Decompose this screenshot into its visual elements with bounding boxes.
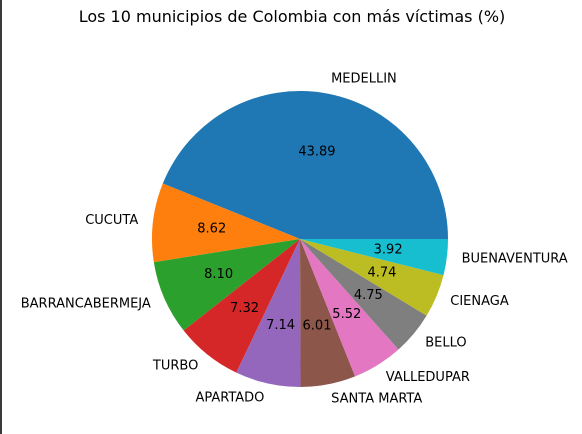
percent-label-medellin: 43.89 <box>298 144 335 159</box>
percent-label-buenaventura: 3.92 <box>374 242 403 257</box>
pie-slice-medellin <box>162 90 448 239</box>
pie-slice-valledupar <box>300 239 399 377</box>
pie-slices <box>152 90 448 387</box>
pie-percent-labels: 43.89 8.62 8.10 7.32 7.14 6.015.52 4.75 4.74 3.9… <box>197 144 402 333</box>
pie-slice-bello <box>300 239 427 350</box>
slice-label-medellin: MEDELLIN <box>331 72 397 87</box>
pie-slice-turbo <box>183 239 300 373</box>
slice-label-barrancabermeja: BARRANCABERMEJA <box>21 297 151 312</box>
pie-slice-barrancabermeja <box>153 239 300 331</box>
pie-slice-cucuta <box>152 183 300 263</box>
percent-label-cienaga: 4.74 <box>367 266 396 281</box>
percent-label-valledupar: 5.52 <box>332 307 361 322</box>
percent-label-apartado: 7.14 <box>266 318 295 333</box>
pie-labels: MEDELLIN CUCUTA BARRANCABERMEJA TURBO APARTA… <box>21 72 568 407</box>
percent-label-turbo: 7.32 <box>230 301 259 316</box>
pie-slice-cienaga <box>300 239 444 316</box>
slice-label-buenaventura: BUENAVENTURA <box>462 251 568 266</box>
slice-label-apartado: APARTADO <box>195 390 264 405</box>
slice-label-santa-marta: SANTA MARTA <box>331 391 422 406</box>
percent-label-santa-marta: 6.01 <box>303 319 332 334</box>
chart-title: Los 10 municipios de Colombia con más ví… <box>79 7 506 26</box>
percent-label-bello: 4.75 <box>354 288 383 303</box>
slice-label-cienaga: CIENAGA <box>450 294 509 309</box>
pie-slice-apartado <box>236 239 301 387</box>
slice-label-bello: BELLO <box>425 336 466 351</box>
pie-slice-buenaventura <box>300 239 448 276</box>
slice-label-cucuta: CUCUTA <box>85 213 138 228</box>
window-edge <box>0 0 2 434</box>
slice-label-turbo: TURBO <box>152 359 198 374</box>
percent-label-barrancabermeja: 8.10 <box>204 267 233 282</box>
percent-label-cucuta: 8.62 <box>197 221 226 236</box>
pie-slice-santa-marta <box>300 239 356 387</box>
slice-label-valledupar: VALLEDUPAR <box>386 370 470 385</box>
